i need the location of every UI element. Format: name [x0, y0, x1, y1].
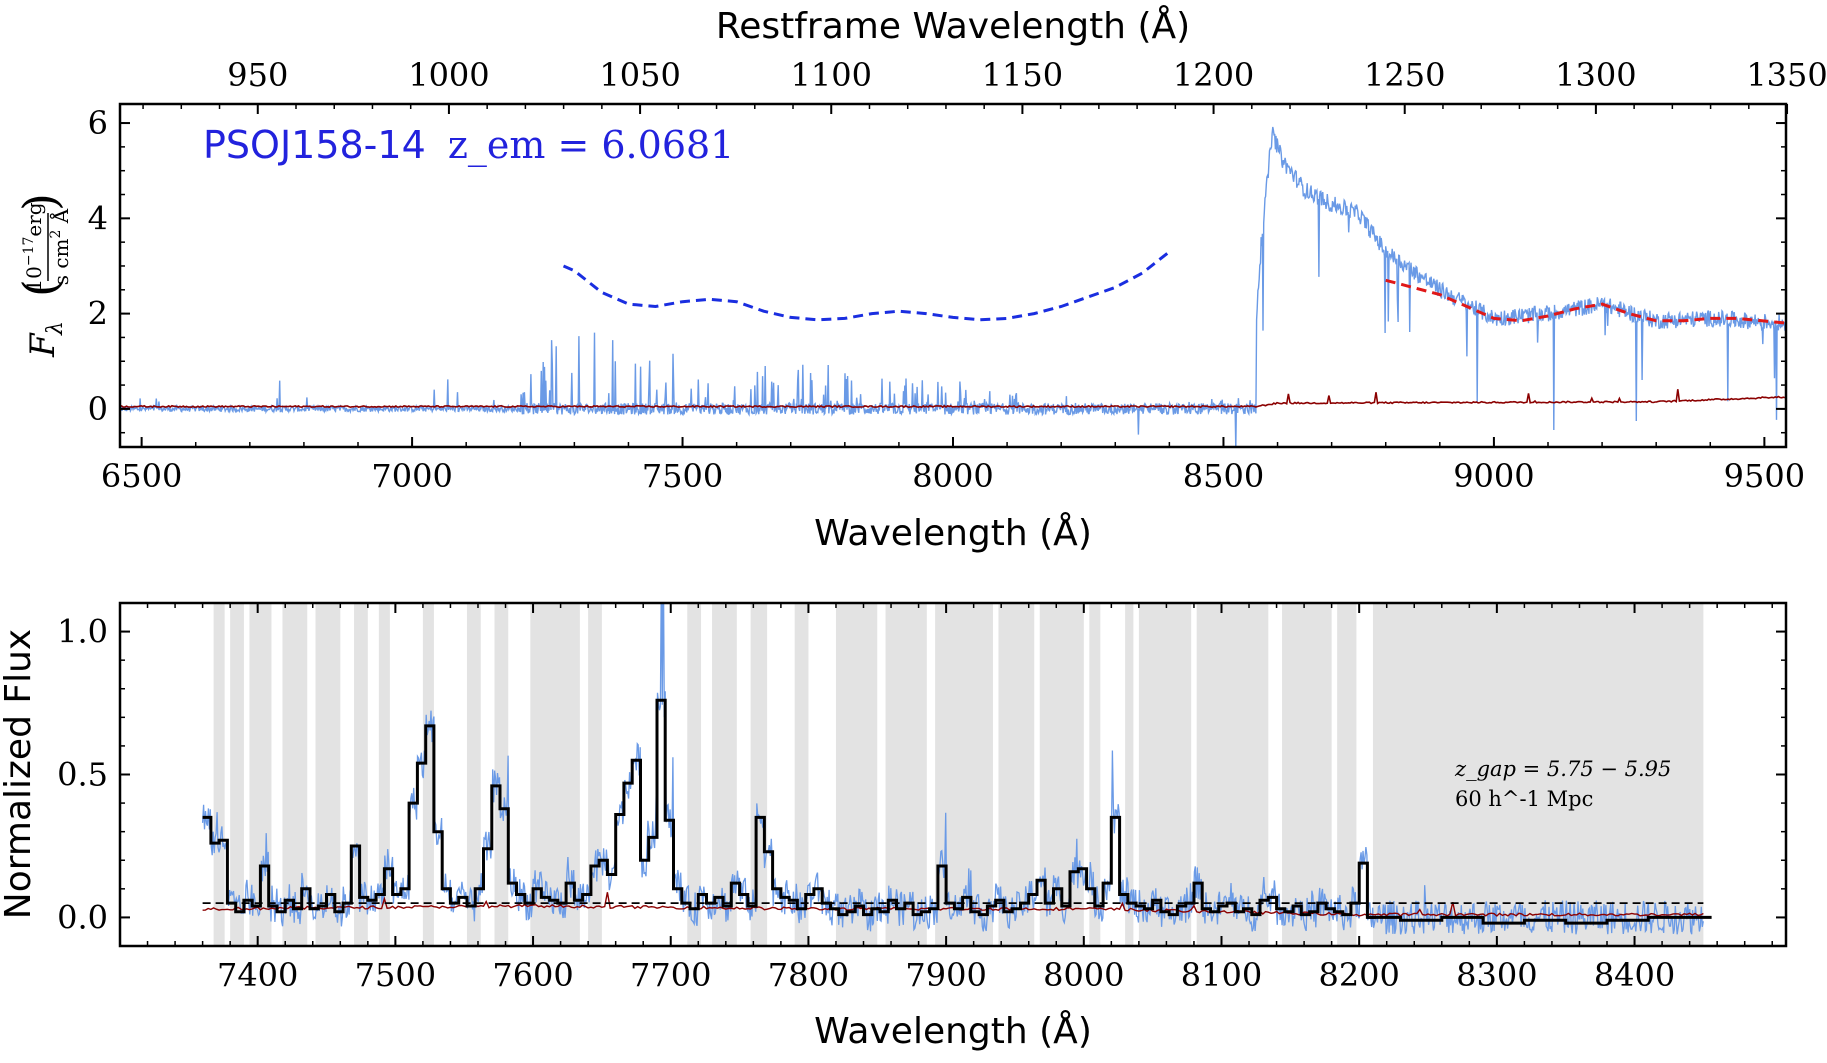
top-ytick-label: 0 — [88, 390, 108, 428]
top-ytick-label: 2 — [88, 295, 108, 333]
binned-flux-step — [202, 698, 1376, 919]
top-ytick-label: 6 — [88, 104, 108, 142]
bottom-xtick-label: 8300 — [1456, 956, 1537, 994]
top-plot-area — [120, 126, 1786, 447]
top-x2tick-label: 1250 — [1364, 56, 1445, 94]
shaded-region — [1282, 603, 1332, 946]
top-xtick-label: 7000 — [371, 457, 452, 495]
top-x2tick-label: 1100 — [791, 56, 872, 94]
top-x2tick-label: 1000 — [408, 56, 489, 94]
top-x2tick-label: 1150 — [982, 56, 1063, 94]
top-x2tick-label: 1300 — [1555, 56, 1636, 94]
shaded-region — [354, 603, 368, 946]
svg-text:s cm2 Å: s cm2 Å — [48, 208, 73, 285]
top-ticks: 6500 7000 7500 8000 8500 9000 9500 0 2 4 6 950 1000 1… — [88, 56, 1827, 495]
top-x2tick-label: 1200 — [1173, 56, 1254, 94]
bottom-xtick-label: 8000 — [1043, 956, 1124, 994]
top-x2tick-label: 950 — [227, 56, 288, 94]
top-ylabel: F λ ( 10−17erg s cm2 Å ) — [13, 193, 73, 358]
svg-text:): ) — [13, 193, 67, 211]
shaded-region — [998, 603, 1035, 946]
top-continuum-fit — [1385, 278, 1786, 325]
shaded-region — [494, 603, 509, 946]
bottom-xtick-label: 7900 — [905, 956, 986, 994]
gap-annotation-line2: 60 h^-1 Mpc — [1455, 787, 1593, 811]
bottom-xtick-label: 7400 — [217, 956, 298, 994]
top-x2label: Restframe Wavelength (Å) — [716, 4, 1190, 47]
top-panel: 6500 7000 7500 8000 8500 9000 9500 0 2 4 6 950 1000 1… — [13, 4, 1827, 554]
top-xlabel: Wavelength (Å) — [814, 511, 1092, 554]
shaded-region — [1138, 603, 1192, 946]
bottom-xtick-label: 7700 — [630, 956, 711, 994]
bottom-ytick-label: 0.5 — [57, 756, 108, 794]
bottom-xtick-label: 7800 — [768, 956, 849, 994]
quasar-z: z_em = 6.0681 — [448, 123, 735, 168]
shaded-region — [1196, 603, 1269, 946]
bottom-ylabel: Normalized Flux — [0, 629, 39, 919]
bottom-panel: 7400 7500 7600 7700 7800 7900 8000 8100 8200 8300… — [0, 601, 1788, 1052]
top-xtick-label: 8500 — [1183, 457, 1264, 495]
shaded-region — [1089, 603, 1101, 946]
top-ytick-label: 4 — [88, 199, 108, 237]
bottom-plot-area — [201, 603, 1712, 946]
top-xtick-label: 9500 — [1724, 457, 1805, 495]
shaded-region — [1372, 603, 1704, 946]
bottom-xtick-label: 8100 — [1181, 956, 1262, 994]
shaded-region — [687, 603, 702, 946]
quasar-name: PSOJ158-14 — [203, 123, 426, 167]
shaded-region — [885, 603, 927, 946]
svg-text:10−17erg: 10−17erg — [21, 202, 46, 291]
top-xtick-label: 6500 — [101, 457, 182, 495]
shaded-region — [315, 603, 341, 946]
bottom-ytick-label: 0.0 — [57, 898, 108, 936]
binned-flux-gap-step — [1367, 915, 1712, 925]
top-xtick-label: 8000 — [912, 457, 993, 495]
shaded-region — [422, 603, 434, 946]
bottom-xlabel: Wavelength (Å) — [814, 1009, 1092, 1052]
quasar-label: PSOJ158-14 z_em = 6.0681 — [203, 123, 734, 168]
shaded-region — [1337, 603, 1357, 946]
top-xtick-label: 7500 — [642, 457, 723, 495]
top-xtick-label: 9000 — [1453, 457, 1534, 495]
bottom-ytick-label: 1.0 — [57, 613, 108, 651]
shaded-region — [1125, 603, 1134, 946]
shaded-region — [835, 603, 878, 946]
shaded-region — [230, 603, 244, 946]
svg-text:(: ( — [13, 279, 67, 297]
top-error-line — [120, 389, 1786, 409]
top-continuum-pred — [562, 250, 1171, 322]
shaded-region — [213, 603, 225, 946]
svg-text:λ: λ — [43, 321, 68, 336]
bottom-xtick-label: 8400 — [1594, 956, 1675, 994]
bottom-xtick-label: 8200 — [1318, 956, 1399, 994]
gap-annotation-line1: z_gap = 5.75 − 5.95 — [1454, 757, 1671, 781]
svg-text:F: F — [23, 332, 63, 358]
top-x2tick-label: 1350 — [1746, 56, 1827, 94]
shaded-region — [794, 603, 809, 946]
top-flux-line — [120, 126, 1786, 447]
top-x2tick-label: 1050 — [599, 56, 680, 94]
bottom-ticks: 7400 7500 7600 7700 7800 7900 8000 8100 8200 8300… — [57, 602, 1786, 994]
bottom-flux-line — [201, 603, 1704, 935]
shaded-region — [466, 603, 481, 946]
gap-annotation: z_gap = 5.75 − 5.95 60 h^-1 Mpc — [1454, 757, 1671, 811]
bottom-xtick-label: 7600 — [492, 956, 573, 994]
shaded-region — [378, 603, 390, 946]
bottom-xtick-label: 7500 — [355, 956, 436, 994]
